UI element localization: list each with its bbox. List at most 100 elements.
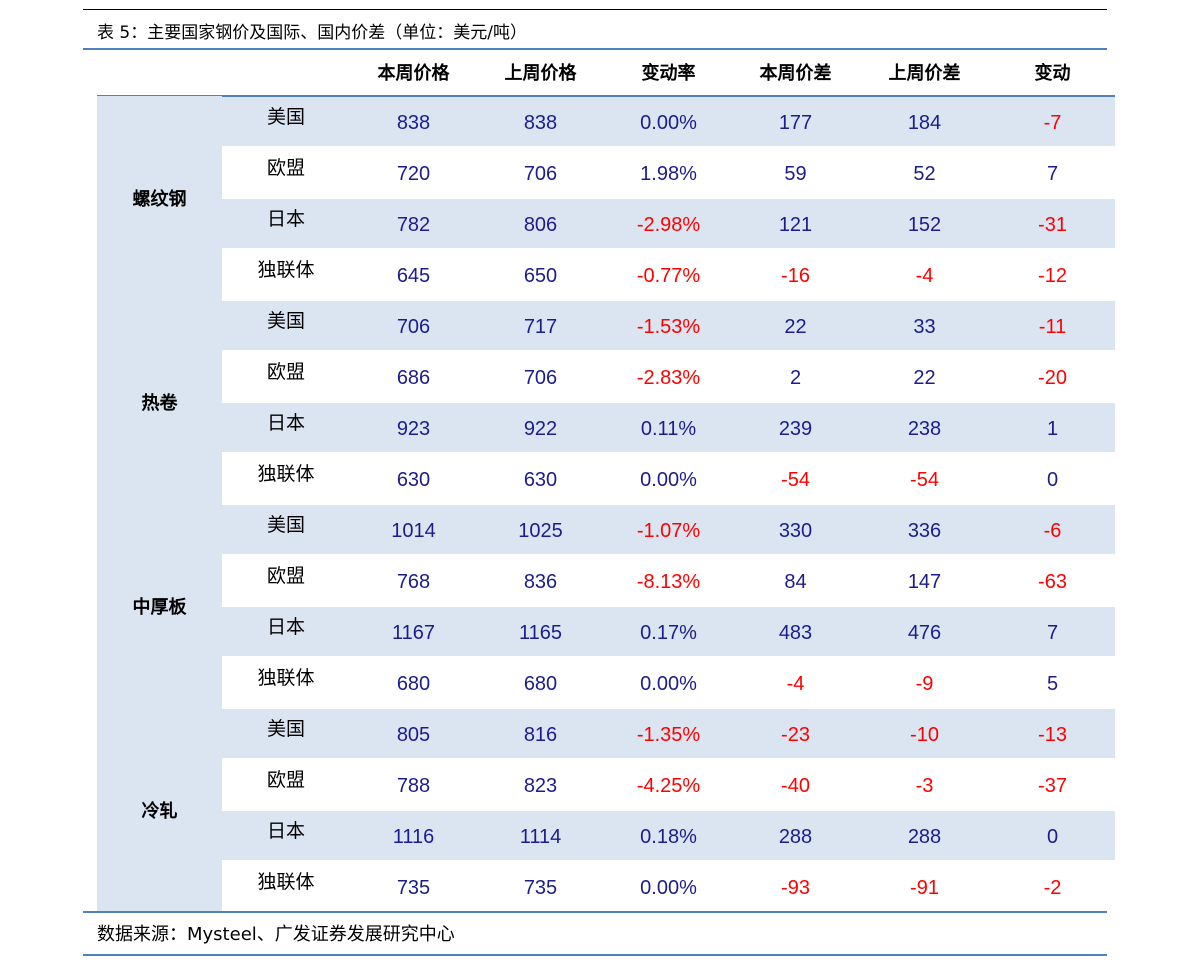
- value-cell: -7: [1043, 112, 1062, 134]
- value-cell: -4: [915, 265, 934, 287]
- country: 美国: [266, 718, 305, 740]
- value-cell: 177: [778, 112, 813, 134]
- value-cell: -91: [910, 877, 939, 899]
- country: 独联体: [257, 259, 315, 281]
- value-cell: -40: [781, 775, 810, 797]
- value-cell: -6: [1043, 520, 1062, 542]
- value-cell: 686: [396, 367, 431, 389]
- row-bg: [222, 403, 1115, 452]
- value-cell: 184: [907, 112, 942, 134]
- row-bg: [222, 505, 1115, 554]
- group-cell-bg: [97, 708, 222, 912]
- value-cell: -13: [1038, 724, 1067, 746]
- value-cell: -31: [1038, 214, 1067, 236]
- value-cell: -20: [1038, 367, 1067, 389]
- value-cell: -0.77%: [636, 265, 701, 287]
- value-cell: 59: [784, 163, 807, 185]
- value-cell: 0.00%: [640, 469, 697, 491]
- column-header: 本周价格: [377, 63, 450, 84]
- value-cell: -54: [781, 469, 810, 491]
- value-cell: 680: [523, 673, 558, 695]
- value-cell: 1116: [392, 826, 435, 848]
- country: 日本: [266, 412, 305, 434]
- header-rule: [97, 95, 1115, 97]
- value-cell: -1.07%: [636, 520, 701, 542]
- value-cell: 0.00%: [640, 673, 697, 695]
- value-cell: 5: [1046, 673, 1059, 695]
- value-cell: 2: [789, 367, 802, 389]
- value-cell: 788: [396, 775, 431, 797]
- value-cell: -11: [1038, 316, 1067, 338]
- country: 欧盟: [266, 157, 305, 179]
- value-cell: -93: [781, 877, 810, 899]
- value-cell: -23: [781, 724, 810, 746]
- value-cell: -63: [1038, 571, 1067, 593]
- value-cell: 288: [778, 826, 813, 848]
- value-cell: 0.11%: [640, 418, 697, 440]
- country: 日本: [266, 208, 305, 230]
- row-bg: [222, 301, 1115, 350]
- row-bg: [222, 97, 1115, 146]
- value-cell: 735: [396, 877, 431, 899]
- value-cell: -9: [915, 673, 934, 695]
- value-cell: 7: [1046, 163, 1059, 185]
- row-bg: [222, 709, 1115, 758]
- value-cell: 239: [778, 418, 813, 440]
- value-cell: 650: [523, 265, 558, 287]
- value-cell: 1025: [518, 520, 563, 542]
- group-name: 热卷: [141, 393, 178, 414]
- country: 日本: [266, 820, 305, 842]
- value-cell: 336: [907, 520, 942, 542]
- column-header: 变动: [1034, 63, 1071, 84]
- value-cell: 782: [396, 214, 431, 236]
- country: 美国: [266, 514, 305, 536]
- value-cell: 476: [907, 622, 942, 644]
- value-cell: 22: [784, 316, 807, 338]
- value-cell: 630: [523, 469, 558, 491]
- value-cell: 121: [778, 214, 813, 236]
- value-cell: 52: [913, 163, 936, 185]
- value-cell: 1: [1046, 418, 1059, 440]
- group-name: 中厚板: [132, 597, 187, 618]
- value-cell: -12: [1038, 265, 1067, 287]
- country: 独联体: [257, 871, 315, 893]
- value-cell: 838: [523, 112, 558, 134]
- value-cell: -2.83%: [636, 367, 701, 389]
- country: 欧盟: [266, 361, 305, 383]
- column-header: 变动率: [641, 63, 696, 84]
- row-bg: [222, 607, 1115, 656]
- value-cell: 84: [784, 571, 807, 593]
- value-cell: 0.18%: [640, 826, 697, 848]
- country: 欧盟: [266, 769, 305, 791]
- column-header: 本周价差: [759, 63, 832, 84]
- value-cell: -4.25%: [636, 775, 701, 797]
- value-cell: -16: [781, 265, 810, 287]
- country: 欧盟: [266, 565, 305, 587]
- source-note: 数据来源：Mysteel、广发证券发展研究中心: [97, 924, 455, 945]
- value-cell: -54: [910, 469, 939, 491]
- value-cell: -2.98%: [636, 214, 701, 236]
- value-cell: 720: [396, 163, 431, 185]
- value-cell: 0: [1046, 469, 1059, 491]
- group-cell-bg: [97, 300, 222, 504]
- value-cell: 147: [907, 571, 942, 593]
- value-cell: 22: [913, 367, 936, 389]
- value-cell: 645: [396, 265, 431, 287]
- value-cell: 735: [523, 877, 558, 899]
- value-cell: 1014: [391, 520, 436, 542]
- value-cell: 330: [778, 520, 813, 542]
- group-cell-bg: [97, 504, 222, 708]
- row-bg: [222, 811, 1115, 860]
- country: 日本: [266, 616, 305, 638]
- column-header: 上周价格: [504, 63, 577, 84]
- value-cell: 0: [1046, 826, 1059, 848]
- value-cell: -10: [910, 724, 939, 746]
- group-name: 螺纹钢: [132, 189, 187, 210]
- value-cell: 7: [1046, 622, 1059, 644]
- value-cell: 922: [523, 418, 558, 440]
- value-cell: 706: [396, 316, 431, 338]
- country: 独联体: [257, 667, 315, 689]
- value-cell: 1.98%: [640, 163, 697, 185]
- country: 独联体: [257, 463, 315, 485]
